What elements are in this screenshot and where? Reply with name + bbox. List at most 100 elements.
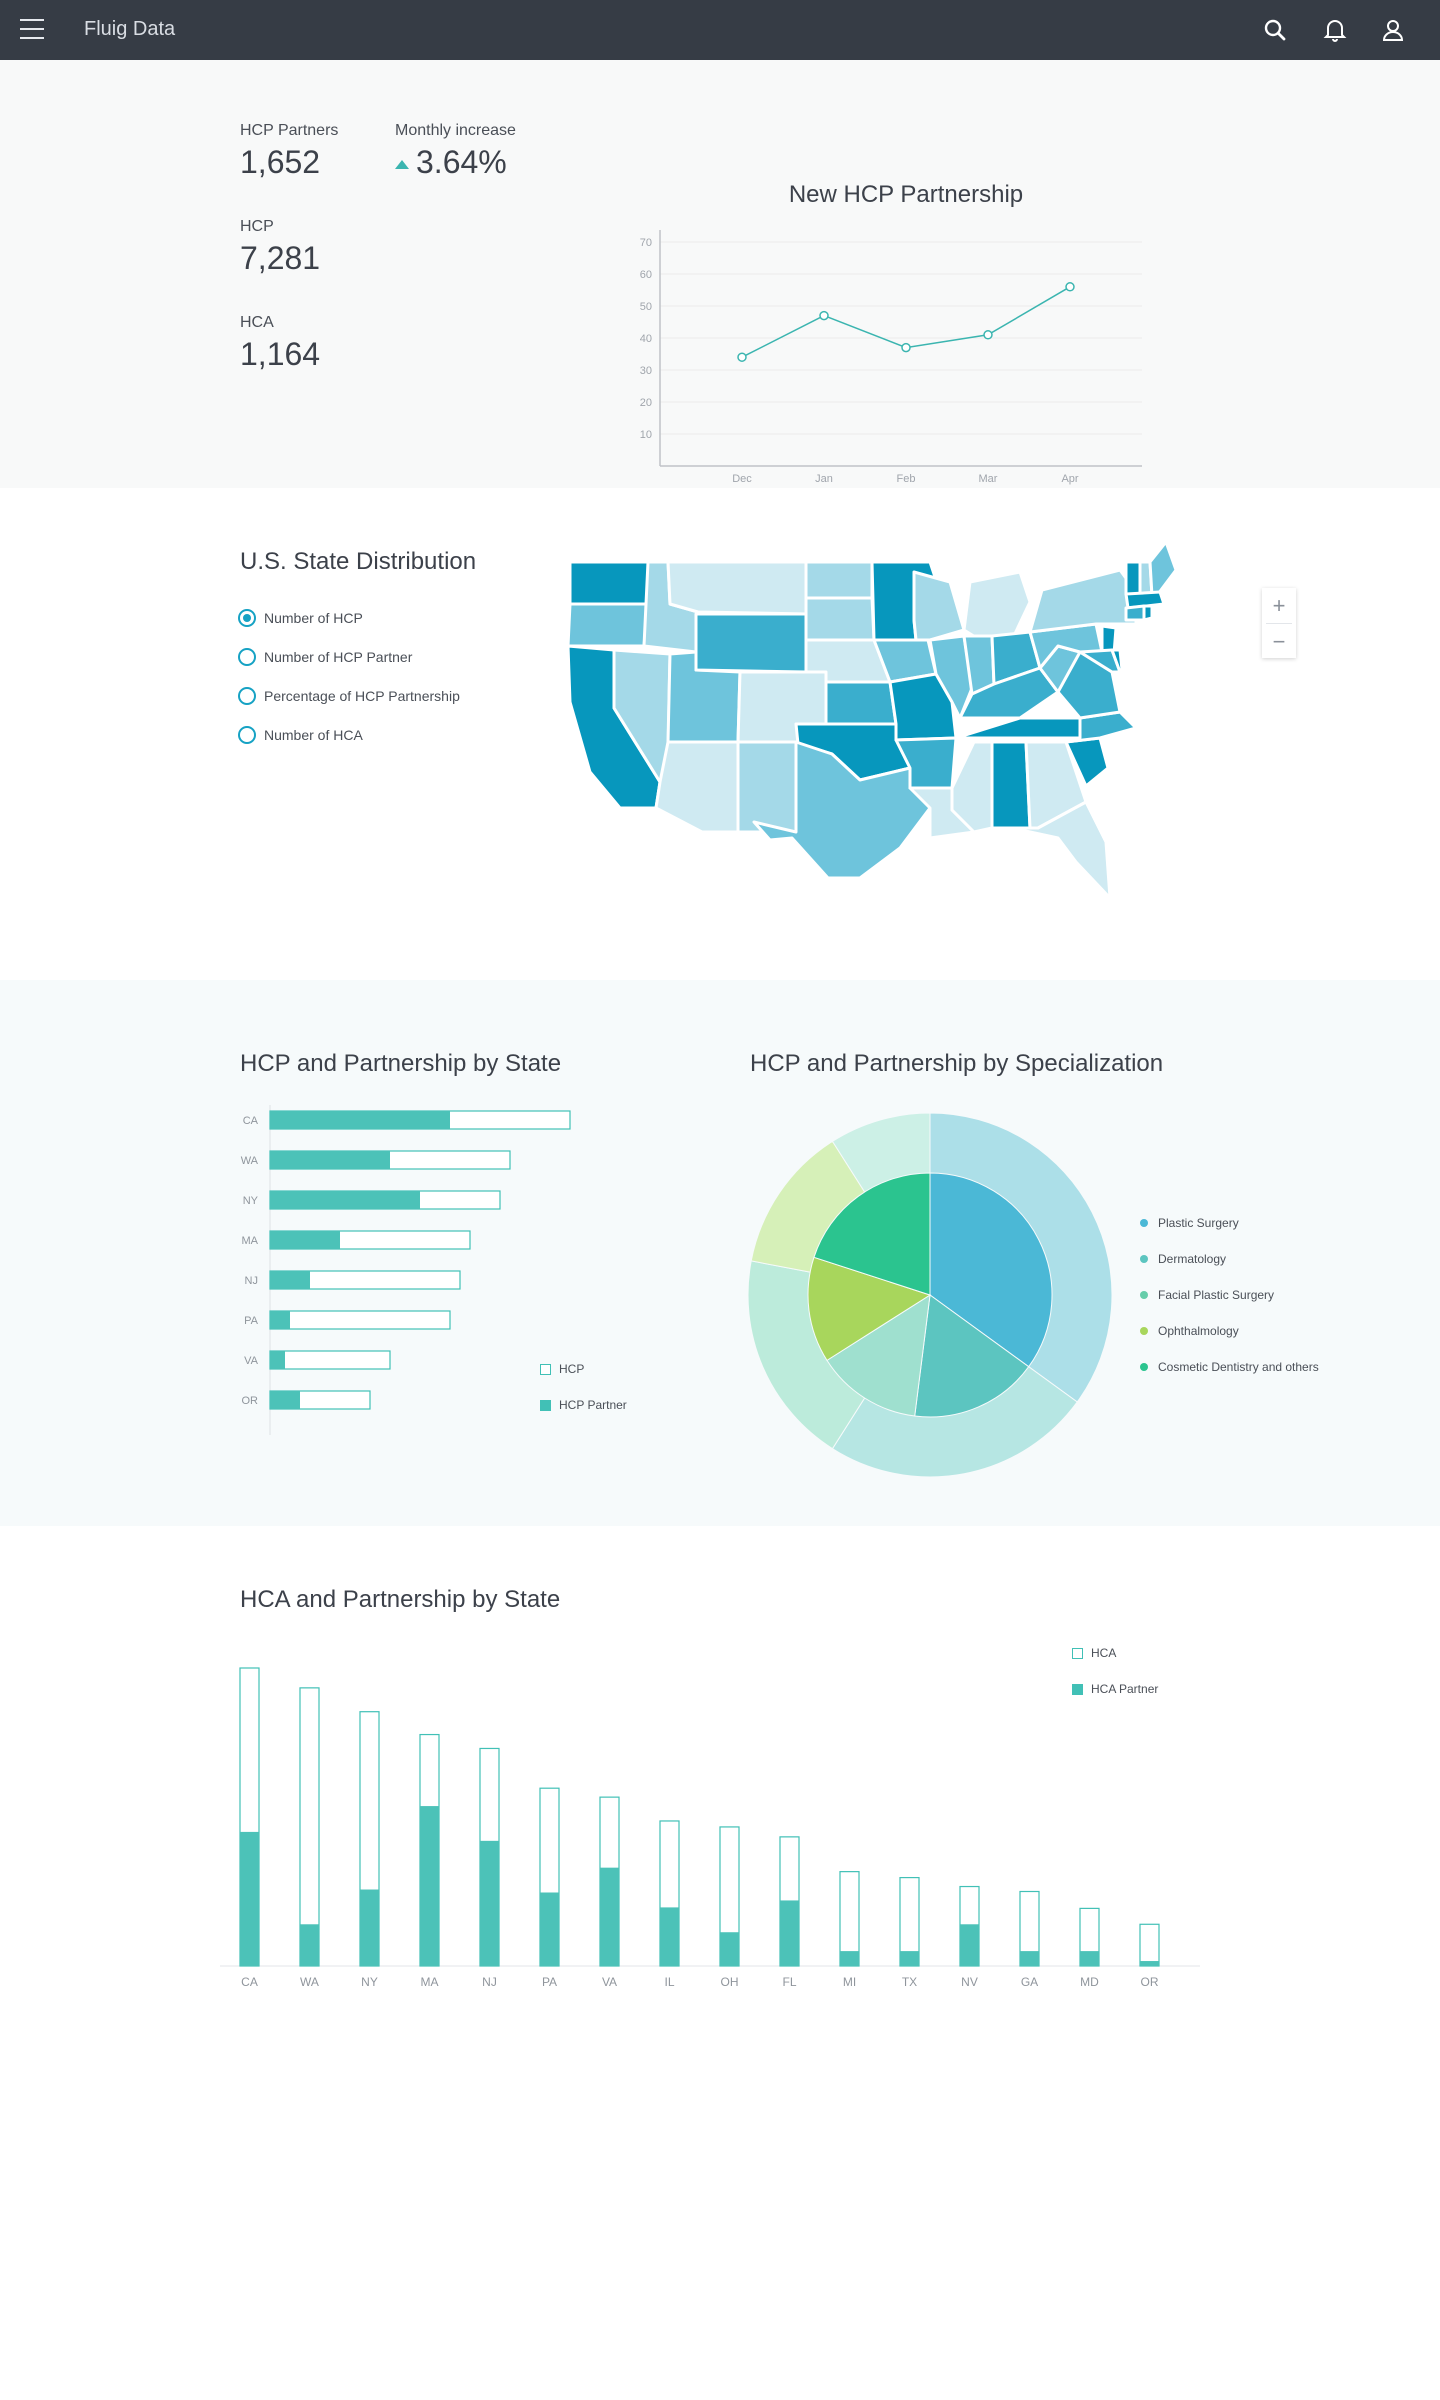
legend-label: HCA (1091, 1646, 1117, 1660)
menu-icon[interactable] (20, 19, 44, 41)
vbar-category-label: FL (782, 1975, 796, 1989)
pie-inner-slice (813, 1172, 931, 1296)
hca-by-state-title: HCA and Partnership by State (240, 1586, 561, 1613)
radio-unselected-icon (238, 648, 256, 666)
legend-label: HCP (559, 1362, 585, 1376)
hca-partner-bar (480, 1840, 499, 1966)
hca-partnership-section: HCA and Partnership by State HCA HCA Par… (0, 1526, 1440, 2400)
kpi-hca-value: 1,164 (240, 336, 321, 372)
state-NY (1028, 568, 1138, 634)
legend-label: Ophthalmology (1158, 1324, 1239, 1338)
vbar-category-label: MA (421, 1975, 439, 1989)
app-title: Fluig Data (84, 18, 176, 40)
hbar-category-label: MA (242, 1235, 259, 1247)
state-RI (1142, 604, 1154, 622)
hcp-partnership-section: HCP and Partnership by State CA WA NY MA NJ P… (0, 980, 1440, 1526)
hbar-category-label: PA (244, 1315, 259, 1327)
zoom-in-button[interactable]: + (1272, 593, 1286, 618)
specialization-pie-chart (747, 1112, 1113, 1478)
hbar-category-label: VA (244, 1355, 259, 1367)
state-TX (752, 740, 932, 880)
radio-percentage-of-hcp-partnership[interactable]: Percentage of HCP Partnership (238, 687, 460, 705)
kpi-monthly-increase-label: Monthly increase (395, 122, 516, 139)
state-VT (1124, 560, 1142, 596)
hca-partner-bar (1020, 1951, 1039, 1966)
state-FL (1010, 800, 1112, 900)
state-OR (566, 602, 650, 648)
legend-swatch-hcp (540, 1363, 551, 1375)
legend-label: Facial Plastic Surgery (1158, 1288, 1275, 1302)
hbar-category-label: NY (243, 1195, 259, 1207)
radio-unselected-icon (238, 726, 256, 744)
bell-icon[interactable] (1322, 17, 1348, 43)
user-icon[interactable] (1380, 17, 1406, 43)
hca-by-state-chart: CA WA NY MA NJ PA VA IL OH FL MI TX NV GA MD OR (220, 1667, 1200, 1989)
legend-swatch-hca (1072, 1647, 1083, 1659)
line-point (737, 352, 747, 362)
line-x-tick: Apr (1061, 473, 1078, 485)
line-x-tick: Mar (979, 473, 998, 485)
line-point (983, 330, 993, 340)
legend-dot-icon (1140, 1327, 1148, 1335)
line-x-tick: Dec (732, 473, 752, 485)
hbar-category-label: WA (241, 1155, 259, 1167)
search-icon[interactable] (1262, 17, 1288, 43)
radio-number-of-hcp-partner[interactable]: Number of HCP Partner (238, 648, 412, 666)
legend-label: Cosmetic Dentistry and others (1158, 1360, 1319, 1374)
hcp-partner-bar (270, 1351, 285, 1369)
legend-label: HCP Partner (559, 1398, 627, 1412)
hcp-partner-bar (270, 1311, 290, 1329)
hca-partner-bar (900, 1951, 919, 1966)
vbar-category-label: IL (664, 1975, 674, 1989)
hcp-partner-bar (270, 1111, 450, 1129)
state-AL (990, 740, 1032, 830)
top-navbar: Fluig Data (0, 0, 1440, 60)
hcp-partner-bar (270, 1271, 310, 1289)
state-distribution-section: U.S. State Distribution Number of HCP Nu… (0, 488, 1440, 980)
legend-label: HCA Partner (1091, 1682, 1159, 1696)
hca-partner-bar (360, 1889, 379, 1966)
radio-unselected-icon (238, 687, 256, 705)
legend-hcp: HCP (540, 1362, 584, 1376)
us-state-map[interactable] (560, 542, 1220, 922)
legend-label: Dermatology (1158, 1252, 1227, 1266)
hca-partner-bar (240, 1831, 259, 1966)
radio-label: Percentage of HCP Partnership (264, 688, 460, 704)
overview-section: HCP Partners 1,652 Monthly increase 3.64… (0, 60, 1440, 488)
vbar-category-label: OR (1141, 1975, 1159, 1989)
zoom-out-button[interactable]: − (1272, 629, 1286, 654)
vbar-category-label: NV (961, 1975, 978, 1989)
specialization-legend-item: Plastic Surgery (1140, 1216, 1239, 1230)
line-point (901, 342, 911, 353)
radio-label: Number of HCP (264, 610, 363, 626)
vbar-category-label: OH (721, 1975, 739, 1989)
kpi-hca-label: HCA (240, 314, 274, 331)
specialization-legend-item: Dermatology (1140, 1252, 1226, 1266)
state-ND (804, 560, 874, 600)
radio-number-of-hcp[interactable]: Number of HCP (238, 609, 363, 627)
state-SD (804, 596, 876, 642)
hca-partner-bar (840, 1951, 859, 1966)
hca-partner-bar (540, 1892, 559, 1966)
hca-bar (1139, 1923, 1160, 1967)
legend-label: Plastic Surgery (1158, 1216, 1239, 1230)
legend-hca-partner: HCA Partner (1072, 1682, 1158, 1696)
specialization-title: HCP and Partnership by Specialization (750, 1050, 1164, 1077)
kpi-monthly-increase-value: 3.64% (416, 144, 507, 180)
hcp-partner-bar (270, 1231, 340, 1249)
vbar-category-label: MI (843, 1975, 856, 1989)
radio-number-of-hca[interactable]: Number of HCA (238, 726, 363, 744)
legend-swatch-hca-partner (1072, 1683, 1083, 1695)
vbar-category-label: MD (1080, 1975, 1099, 1989)
legend-hcp-partner: HCP Partner (540, 1398, 627, 1412)
line-y-tick: 40 (640, 333, 652, 345)
kpi-hcp-value: 7,281 (240, 240, 321, 276)
hcp-by-state-chart: CA WA NY MA NJ PA VA OR (241, 1105, 571, 1435)
line-y-tick: 50 (640, 301, 652, 313)
hca-partner-bar (780, 1900, 799, 1966)
kpi-hcp-partners-value: 1,652 (240, 144, 321, 180)
state-WY (694, 612, 808, 674)
legend-dot-icon (1140, 1291, 1148, 1299)
vbar-category-label: VA (602, 1975, 617, 1989)
hca-partner-bar (420, 1806, 439, 1966)
